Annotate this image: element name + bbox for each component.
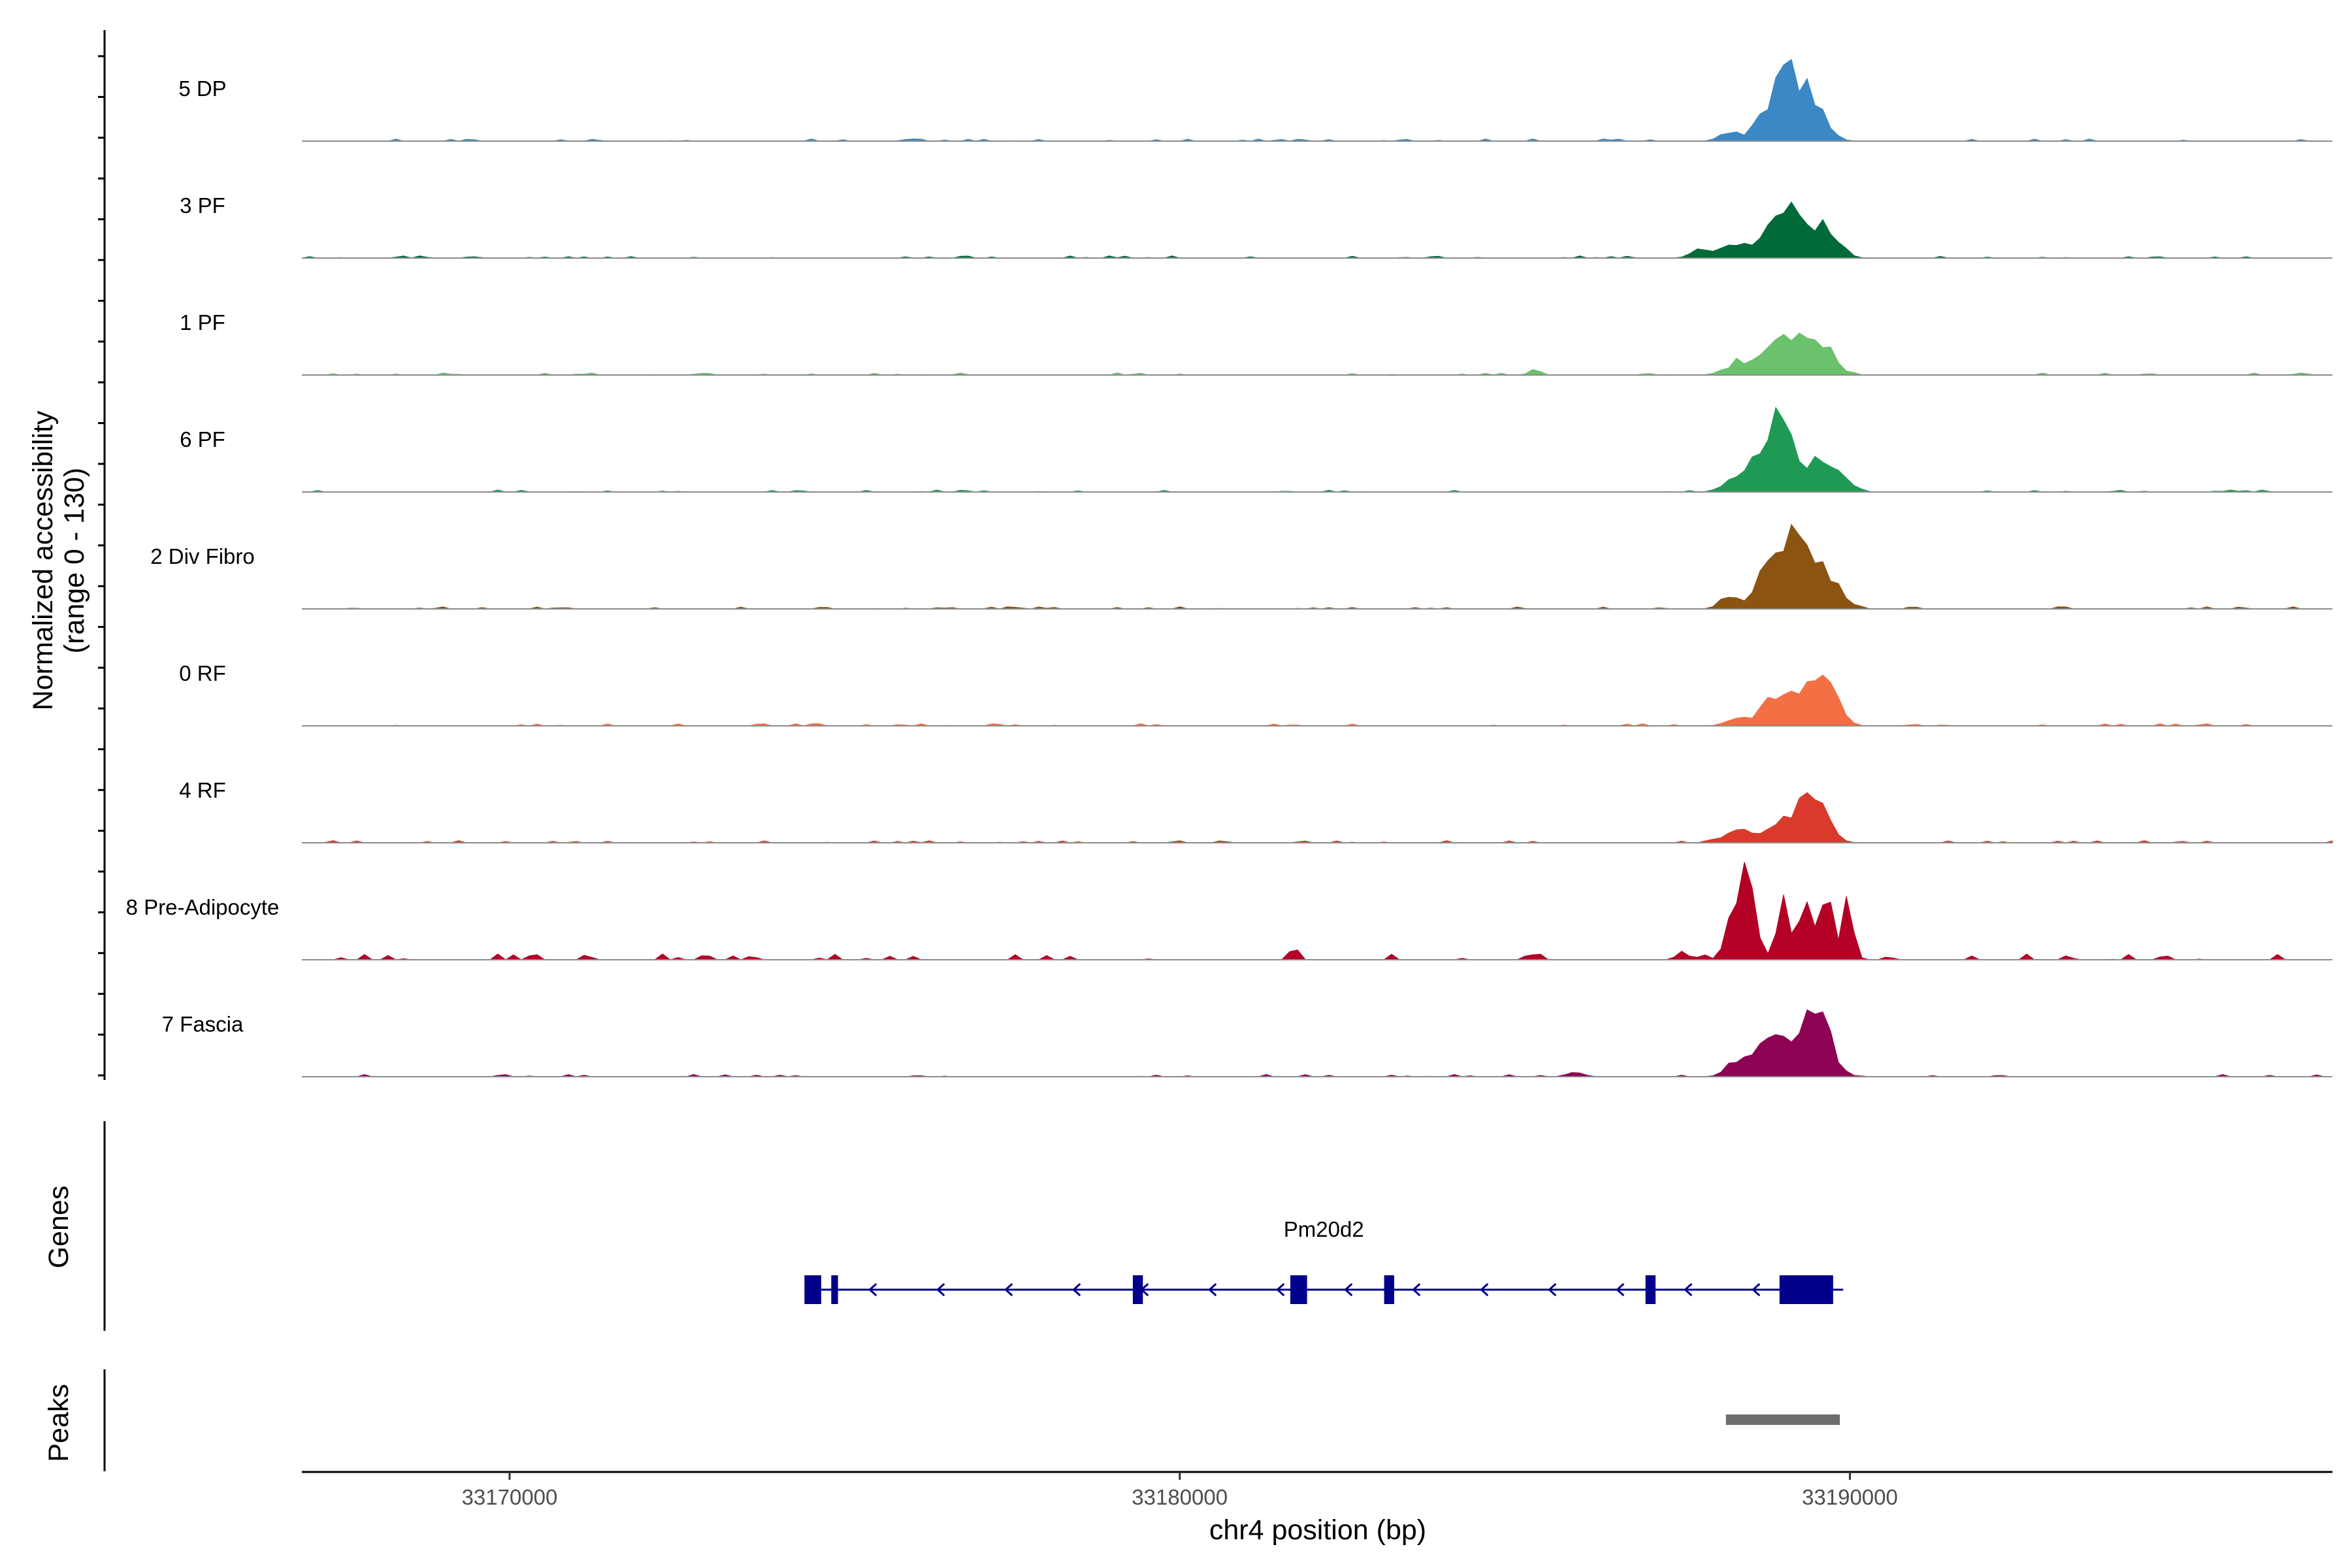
track-label: 8 Pre-Adipocyte [126, 895, 280, 919]
track-3-pf: 3 PF [180, 193, 2332, 259]
coverage-panel: 5 DP 3 PF 1 PF 6 PF 2 Div Fibro 0 RF 4 RF 8 Pre… [126, 59, 2333, 1077]
coverage-area-0-rf [302, 674, 2332, 727]
strand-arrow [1684, 1282, 1693, 1297]
x-axis: 33170000 33180000 33190000 [98, 30, 2332, 1509]
y-axis-title-line-2: (range 0 - 130) [59, 468, 90, 653]
strand-arrow [1208, 1282, 1217, 1297]
strand-arrow [1412, 1282, 1421, 1297]
track-label: 7 Fascia [162, 1012, 244, 1036]
strand-arrow [1072, 1282, 1081, 1297]
track-label: 4 RF [179, 778, 226, 802]
coverage-area-6-pf [302, 406, 2332, 493]
strand-arrow [1752, 1282, 1761, 1297]
strand-arrow [1616, 1282, 1625, 1297]
track-label: 3 PF [180, 193, 225, 218]
gene-exon [831, 1275, 838, 1304]
track-8-pre-adipocyte: 8 Pre-Adipocyte [126, 862, 2332, 960]
coverage-area-1-pf [302, 332, 2332, 376]
coverage-area-5-dp [302, 59, 2332, 142]
track-5-dp: 5 DP [178, 59, 2332, 142]
gene-exon [1132, 1275, 1143, 1304]
coverage-area-8-pre-adipocyte [302, 862, 2332, 960]
y-axis-title-line-1: Normalized accessibility [27, 410, 59, 710]
track-label: 5 DP [178, 76, 226, 101]
coverage-area-7-fascia [301, 1009, 2332, 1077]
track-4-rf: 4 RF [179, 778, 2333, 843]
gene-exon [1645, 1275, 1656, 1304]
track-2-div-fibro: 2 Div Fibro [150, 523, 2332, 610]
track-label: 0 RF [179, 661, 226, 685]
gene-label: Pm20d2 [1284, 1217, 1364, 1241]
strand-arrow [1344, 1282, 1353, 1297]
strand-arrow [1480, 1282, 1489, 1297]
gene-exon [804, 1275, 821, 1304]
track-label: 6 PF [180, 427, 225, 451]
strand-arrow [868, 1282, 877, 1297]
track-label: 2 Div Fibro [150, 544, 255, 568]
x-axis-title: chr4 position (bp) [1209, 1514, 1426, 1546]
gene-pm20d2: Pm20d2 [804, 1217, 1844, 1304]
track-7-fascia: 7 Fascia [162, 1009, 2332, 1077]
track-label: 1 PF [180, 310, 225, 335]
x-tick-label: 33180000 [1132, 1485, 1228, 1509]
strand-arrow [1548, 1282, 1557, 1297]
gene-panel: Pm20d2 [103, 1121, 1844, 1331]
strand-arrow [936, 1282, 945, 1297]
x-tick-label: 33170000 [462, 1485, 558, 1509]
gene-exon [1384, 1275, 1394, 1304]
gene-exon [1779, 1275, 1833, 1304]
track-0-rf: 0 RF [179, 661, 2332, 727]
coverage-area-3-pf [301, 201, 2332, 259]
track-1-pf: 1 PF [180, 310, 2332, 376]
peak-bar [1725, 1414, 1840, 1425]
genes-panel-label: Genes [43, 1186, 74, 1269]
coverage-area-4-rf [302, 792, 2333, 843]
track-6-pf: 6 PF [180, 406, 2332, 493]
strand-arrow [1004, 1282, 1013, 1297]
coverage-area-2-div-fibro [302, 523, 2332, 610]
peaks-panel-label: Peaks [43, 1384, 74, 1462]
peak-panel [103, 1369, 1840, 1471]
gene-exon [1290, 1275, 1307, 1304]
strand-arrow [1276, 1282, 1285, 1297]
x-tick-label: 33190000 [1802, 1485, 1898, 1509]
